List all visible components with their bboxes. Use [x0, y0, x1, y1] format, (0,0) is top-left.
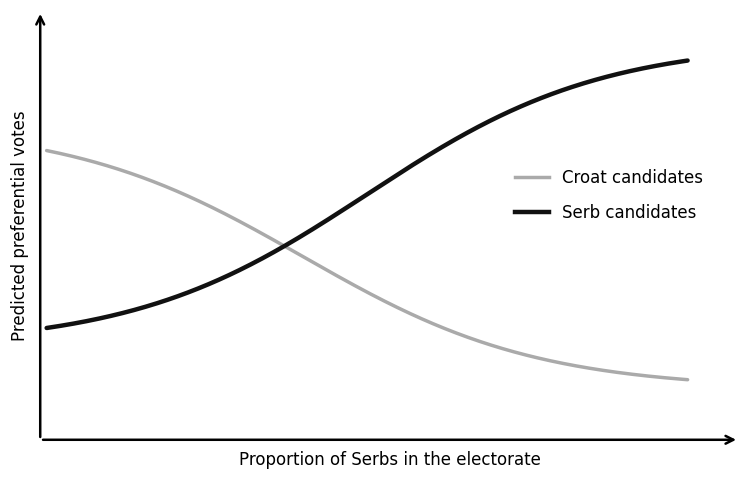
Y-axis label: Predicted preferential votes: Predicted preferential votes [11, 110, 29, 341]
Legend: Croat candidates, Serb candidates: Croat candidates, Serb candidates [509, 162, 710, 228]
X-axis label: Proportion of Serbs in the electorate: Proportion of Serbs in the electorate [238, 451, 541, 469]
